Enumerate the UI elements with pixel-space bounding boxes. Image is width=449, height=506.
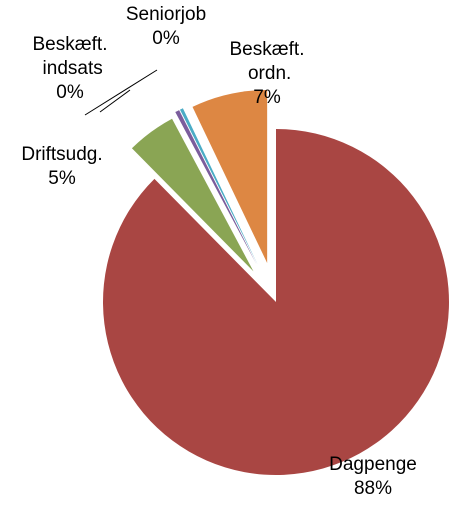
value-label: 0%	[152, 28, 180, 49]
label-line: Seniorjob	[126, 4, 206, 25]
leader-line	[99, 89, 131, 113]
label-line: Beskæft.	[230, 39, 305, 60]
pie-slice	[192, 89, 268, 263]
slice-label: Driftsudg.	[21, 144, 102, 165]
label-line: indsats	[37, 58, 102, 79]
label-line: Beskæft.	[33, 34, 108, 55]
value-label: 0%	[56, 82, 84, 103]
slice-label: Seniorjob	[126, 4, 206, 25]
pie-slice	[175, 110, 257, 265]
leader-line	[84, 69, 158, 116]
label-line: Driftsudg.	[21, 144, 102, 165]
pie-slice	[131, 118, 254, 272]
slice-label: Beskæft. ordn.	[230, 39, 305, 84]
label-line: Dagpenge	[329, 454, 417, 475]
pie-slice	[103, 129, 449, 475]
value-label: 7%	[253, 87, 281, 108]
value-label: 5%	[48, 168, 76, 189]
value-label: 88%	[354, 478, 392, 499]
label-line: ordn.	[243, 63, 292, 84]
slice-label: Dagpenge	[329, 454, 417, 475]
slice-label: Beskæft. indsats	[33, 34, 108, 79]
pie-slice	[179, 108, 258, 265]
